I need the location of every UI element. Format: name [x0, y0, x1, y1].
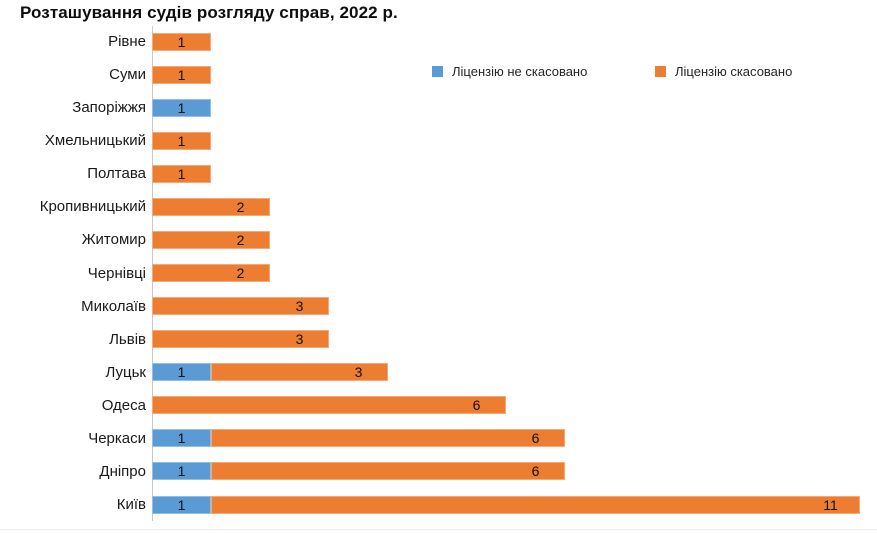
bar-segment-revoked: 3 — [152, 297, 329, 316]
bar-row: Одеса 6 — [0, 389, 877, 422]
category-label: Одеса — [101, 396, 146, 414]
bar-segment-not-revoked: 1 — [152, 98, 211, 117]
bar-segment-revoked: 11 — [211, 495, 860, 514]
bar-value-label: 1 — [177, 364, 186, 381]
bar-segment-revoked: 2 — [152, 264, 270, 283]
category-label: Миколаїв — [81, 297, 146, 315]
bar-value-label: 1 — [177, 132, 186, 149]
legend-swatch-blue-icon — [432, 66, 443, 77]
bar-segment-revoked: 1 — [152, 65, 211, 84]
category-label: Кропивницький — [39, 198, 146, 216]
bar-value-label: 2 — [236, 198, 245, 215]
bar-value-label: 6 — [531, 430, 540, 447]
category-label: Луцьк — [105, 363, 146, 381]
bar-segment-revoked: 1 — [152, 164, 211, 183]
legend-label-not-revoked: Ліцензію не скасовано — [452, 64, 588, 79]
category-label: Хмельницький — [44, 132, 146, 150]
category-label: Чернівці — [87, 264, 146, 282]
bar-row: Київ 1 11 — [0, 488, 877, 521]
category-label: Полтава — [87, 165, 146, 183]
bar-value-label: 11 — [823, 496, 838, 513]
bar-value-label: 3 — [354, 364, 363, 381]
bar-value-label: 2 — [236, 231, 245, 248]
bar-value-label: 1 — [177, 463, 186, 480]
legend-item-license-revoked: Ліцензію скасовано — [655, 64, 792, 79]
bar-value-label: 6 — [531, 463, 540, 480]
bar-segment-revoked: 6 — [152, 396, 506, 415]
category-label: Дніпро — [99, 462, 146, 480]
category-label: Київ — [116, 496, 146, 513]
bar-row: Чернівці 2 — [0, 256, 877, 289]
bar-segment-revoked: 6 — [211, 429, 565, 448]
bar-segment-revoked: 2 — [152, 197, 270, 216]
bar-row: Хмельницький 1 — [0, 124, 877, 157]
bar-row: Житомир 2 — [0, 223, 877, 256]
bar-row: Кропивницький 2 — [0, 190, 877, 223]
bar-segment-revoked: 1 — [152, 32, 211, 51]
legend-swatch-orange-icon — [655, 66, 666, 77]
bar-segment-not-revoked: 1 — [152, 462, 211, 481]
bar-segment-not-revoked: 1 — [152, 429, 211, 448]
bar-value-label: 1 — [177, 430, 186, 447]
bar-row: Суми 1 — [0, 58, 877, 91]
bar-segment-not-revoked: 1 — [152, 363, 211, 382]
bar-value-label: 1 — [177, 33, 186, 50]
bar-value-label: 3 — [295, 298, 304, 315]
category-label: Львів — [109, 330, 146, 348]
category-label: Черкаси — [88, 429, 146, 447]
bar-value-label: 6 — [472, 397, 481, 414]
legend-item-license-not-revoked: Ліцензію не скасовано — [432, 64, 587, 79]
bar-segment-revoked: 1 — [152, 131, 211, 150]
bar-value-label: 1 — [177, 66, 186, 83]
bar-segment-not-revoked: 1 — [152, 495, 211, 514]
category-label: Суми — [109, 66, 146, 84]
bar-value-label: 3 — [295, 331, 304, 348]
category-label: Житомир — [81, 231, 146, 249]
bar-row: Миколаїв 3 — [0, 290, 877, 323]
bar-value-label: 1 — [177, 99, 186, 116]
bar-segment-revoked: 6 — [211, 462, 565, 481]
bar-row: Львів 3 — [0, 323, 877, 356]
bar-row: Дніпро 1 6 — [0, 455, 877, 488]
bar-segment-revoked: 3 — [211, 363, 388, 382]
legend-label-revoked: Ліцензію скасовано — [675, 64, 793, 79]
bar-row: Запоріжжя 1 — [0, 91, 877, 124]
bottom-rule — [0, 529, 877, 530]
bar-value-label: 1 — [177, 165, 186, 182]
bar-value-label: 1 — [177, 496, 186, 513]
category-label: Запоріжжя — [72, 99, 146, 117]
bar-row: Черкаси 1 6 — [0, 422, 877, 455]
bar-row: Полтава 1 — [0, 157, 877, 190]
bar-row: Рівне 1 — [0, 25, 877, 58]
chart-title: Розташування судів розгляду справ, 2022 … — [20, 3, 398, 22]
bar-segment-revoked: 2 — [152, 230, 270, 249]
category-label: Рівне — [108, 33, 146, 51]
bar-value-label: 2 — [236, 265, 245, 282]
bar-row: Луцьк 1 3 — [0, 356, 877, 389]
bar-segment-revoked: 3 — [152, 330, 329, 349]
